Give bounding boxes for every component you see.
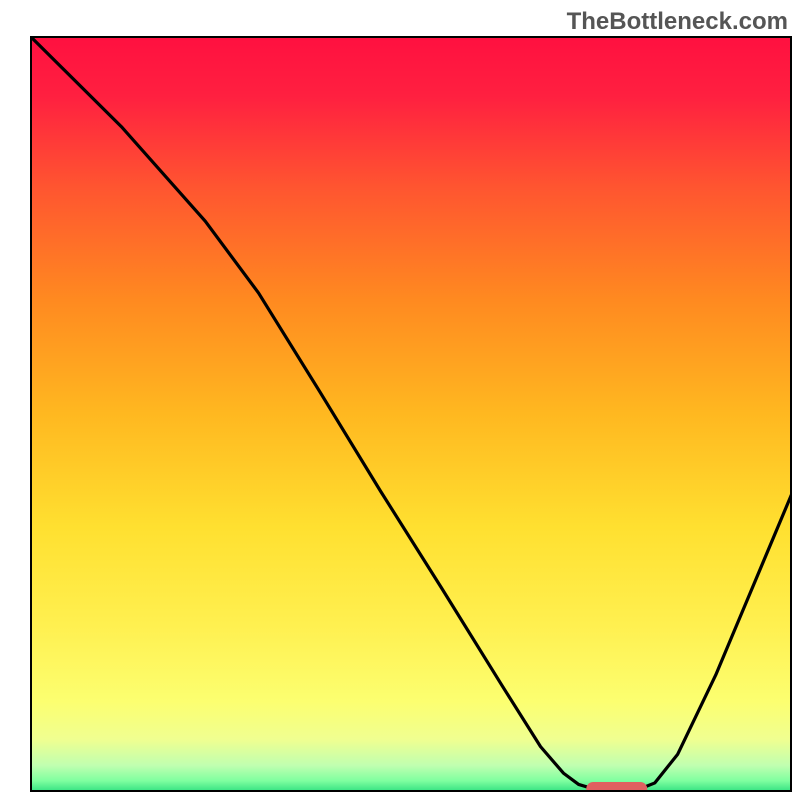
plot-area	[30, 36, 792, 792]
chart-container: TheBottleneck.com	[0, 0, 800, 800]
watermark-text: TheBottleneck.com	[567, 8, 788, 36]
plot-svg	[30, 36, 792, 792]
gradient-background	[30, 36, 792, 792]
